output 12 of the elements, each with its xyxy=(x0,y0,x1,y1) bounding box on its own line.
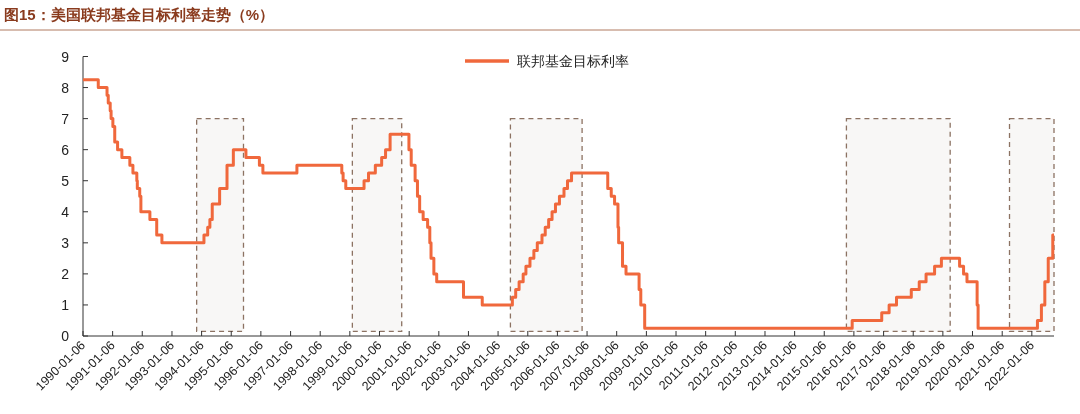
y-tick-label: 2 xyxy=(61,265,70,282)
y-tick-label: 5 xyxy=(61,172,70,189)
y-tick-label: 1 xyxy=(61,296,70,313)
legend-label: 联邦基金目标利率 xyxy=(517,53,629,69)
y-tick-label: 6 xyxy=(61,141,70,158)
title: 图15：美国联邦基金目标利率走势（%） xyxy=(4,6,275,23)
y-tick-label: 3 xyxy=(61,234,70,251)
y-tick-label: 7 xyxy=(61,110,70,127)
y-tick-label: 4 xyxy=(61,203,70,220)
y-tick-label: 9 xyxy=(61,48,70,65)
y-tick-label: 8 xyxy=(61,79,70,96)
y-tick-label: 0 xyxy=(61,328,70,344)
